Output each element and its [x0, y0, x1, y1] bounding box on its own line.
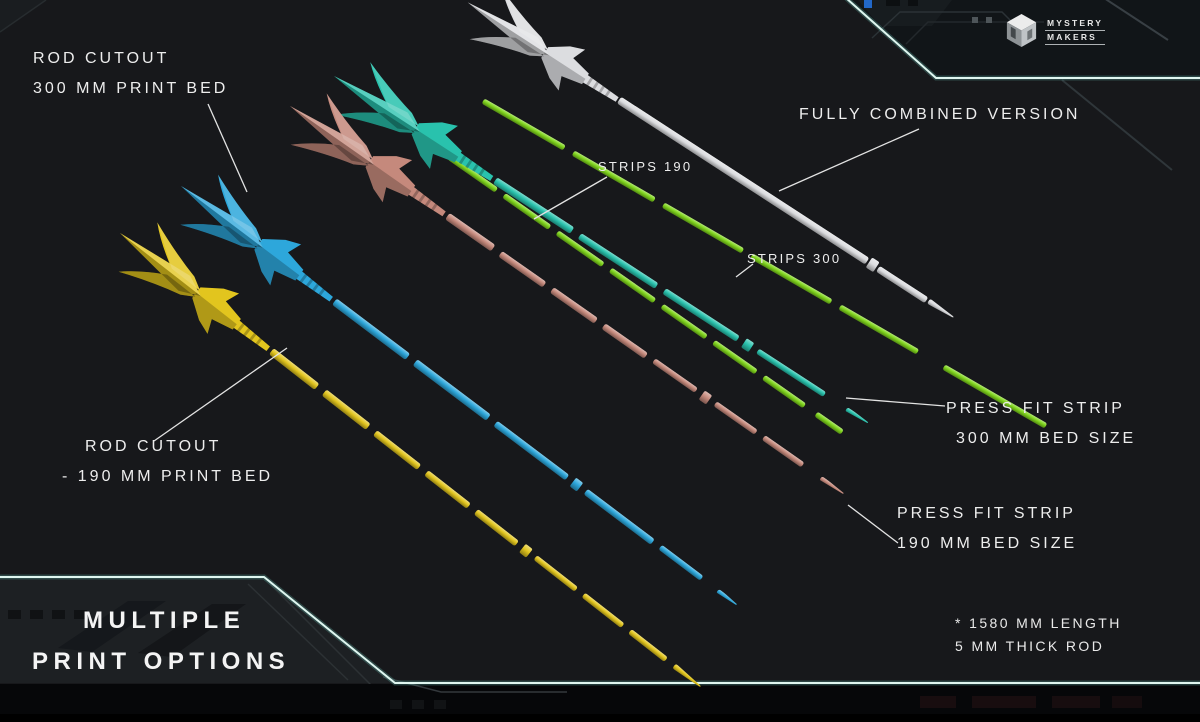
cube-logo-icon [1006, 13, 1037, 48]
rod-segment [533, 555, 579, 592]
rod-segment [498, 250, 547, 288]
brand-logo: MYSTERY MAKERS [1003, 12, 1106, 49]
footnote-line: * 1580 MM LENGTH [955, 615, 1122, 631]
label-press-fit-300: PRESS FIT STRIP 300 MM BED SIZE [946, 394, 1136, 454]
label-line: 300 MM PRINT BED [33, 80, 229, 97]
leader-press-fit-190 [847, 504, 899, 544]
label-line: - 190 MM PRINT BED [62, 468, 274, 485]
rod-segment [601, 322, 649, 359]
rod-segment [321, 389, 371, 431]
spec-footnote: * 1580 MM LENGTH 5 MM THICK ROD [955, 612, 1122, 658]
press-fit-tip [819, 476, 845, 496]
rod-segment [581, 592, 625, 629]
rod-collar [741, 337, 755, 352]
rod-segment [424, 469, 472, 509]
rod-segment [761, 435, 805, 468]
rod-collar [519, 543, 534, 558]
press-fit-tip [845, 407, 870, 425]
brand-name: MYSTERY MAKERS [1045, 17, 1106, 45]
footnote-line: 5 MM THICK ROD [955, 638, 1105, 654]
rod-segment [268, 348, 320, 391]
label-strips-300: STRIPS 300 [747, 244, 841, 274]
rod-segment [627, 628, 668, 663]
rod-segment [713, 401, 758, 435]
label-line: ROD CUTOUT [33, 50, 170, 67]
label-rod-cutout-190: ROD CUTOUT - 190 MM PRINT BED [62, 432, 273, 492]
page-title: MULTIPLE PRINT OPTIONS [32, 600, 290, 682]
label-line: PRESS FIT STRIP [946, 400, 1125, 417]
label-line: PRESS FIT STRIP [897, 505, 1076, 522]
blue-chip-accent [864, 0, 872, 8]
rod-segment [412, 359, 491, 421]
rod-segment [658, 544, 704, 581]
label-line: 300 MM BED SIZE [956, 430, 1137, 447]
rod-segment [550, 286, 599, 324]
rod-segment [876, 265, 929, 303]
label-line: FULLY COMBINED VERSION [799, 106, 1081, 123]
rod-segment [583, 488, 656, 545]
label-line: STRIPS 300 [747, 251, 842, 266]
rod-collar [698, 390, 713, 405]
corner-accent-top-left [0, 0, 46, 32]
rod-segment [373, 429, 422, 470]
rod-segment [444, 212, 496, 252]
label-fully-combined: FULLY COMBINED VERSION [799, 100, 1080, 130]
title-line: PRINT OPTIONS [32, 648, 291, 675]
rod-tip [716, 588, 738, 606]
rod-segment [651, 358, 699, 393]
label-press-fit-190: PRESS FIT STRIP 190 MM BED SIZE [897, 499, 1077, 559]
brand-line: MYSTERY [1045, 17, 1106, 31]
label-line: 190 MM BED SIZE [897, 535, 1078, 552]
rod-collar [569, 477, 584, 492]
title-line: MULTIPLE [83, 607, 246, 634]
rod-segment [474, 508, 520, 547]
label-line: STRIPS 190 [598, 159, 693, 174]
label-strips-190: STRIPS 190 [598, 152, 692, 182]
rod-tip [927, 298, 955, 319]
brand-line: MAKERS [1045, 31, 1106, 45]
label-rod-cutout-300: ROD CUTOUT 300 MM PRINT BED [33, 44, 228, 104]
bottom-bar [0, 684, 1200, 714]
rod-tip [672, 663, 702, 689]
rod-segment [493, 420, 570, 481]
label-line: ROD CUTOUT [85, 438, 222, 455]
